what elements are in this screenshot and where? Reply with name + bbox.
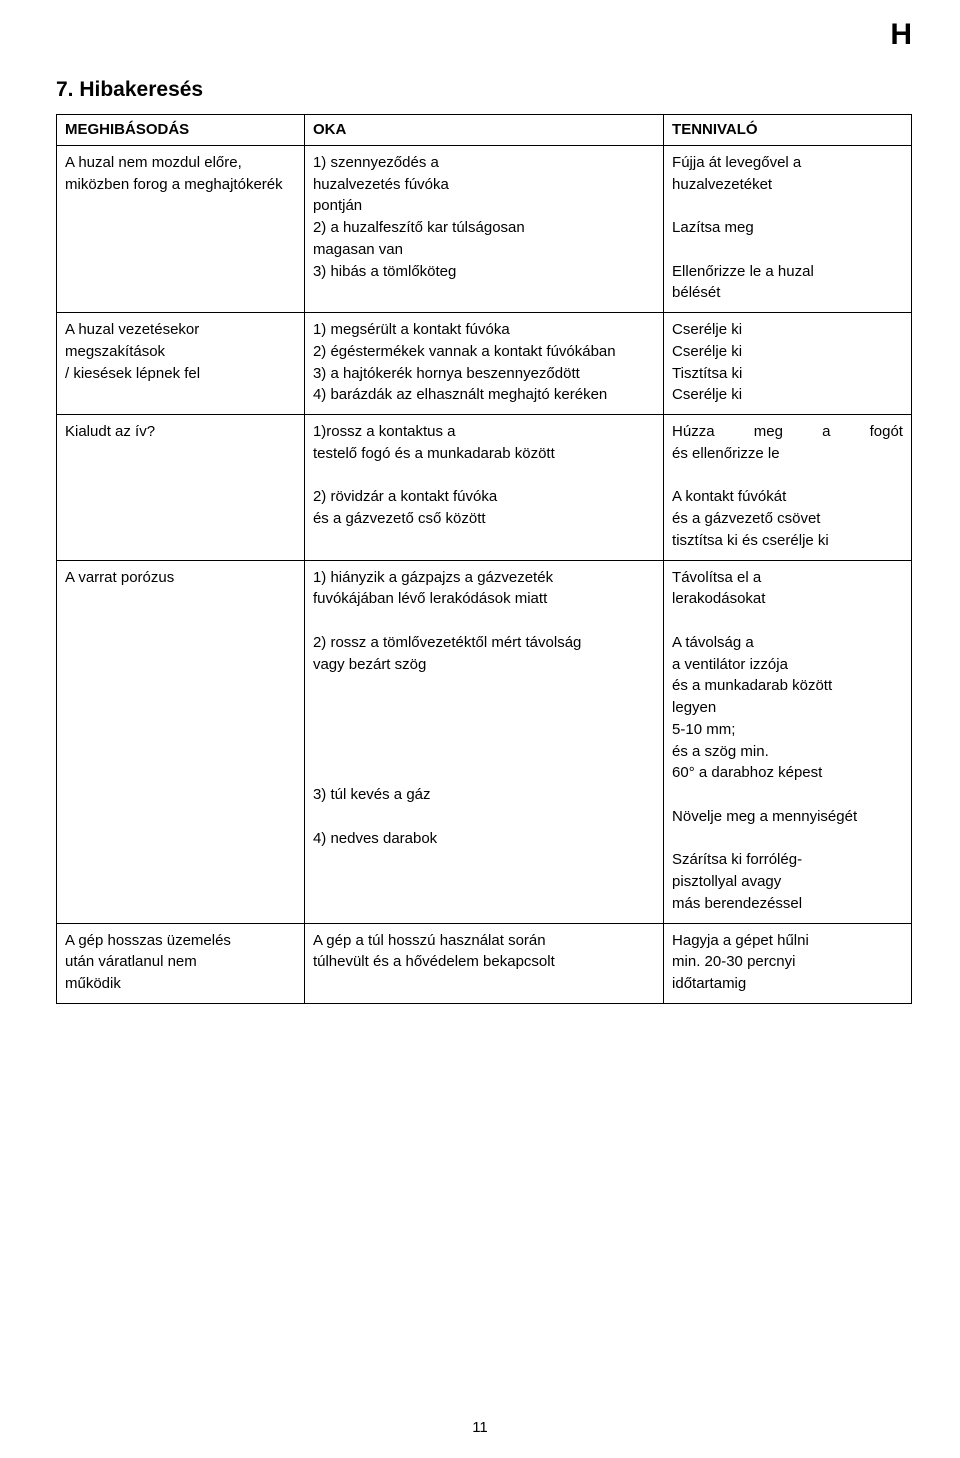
- text: és ellenőrizze le: [672, 445, 780, 462]
- cell-cause: 1) megsérült a kontakt fúvóka 2) égéster…: [304, 313, 663, 415]
- text: miközben forog a meghajtókerék: [65, 176, 283, 193]
- corner-letter: H: [890, 18, 912, 52]
- text: 1) szennyeződés a: [313, 154, 439, 171]
- text: A kontakt fúvókát: [672, 488, 786, 505]
- text: és a gázvezető cső között: [313, 510, 486, 527]
- cell-action: Fújja át levegővel a huzalvezetéket Lazí…: [664, 145, 912, 312]
- table-row: A huzal vezetésekor megszakítások / kies…: [57, 313, 912, 415]
- text: tisztítsa ki és cserélje ki: [672, 532, 829, 549]
- table-row: Kialudt az ív? 1)rossz a kontaktus a tes…: [57, 415, 912, 561]
- cell-malfunction: A gép hosszas üzemelés után váratlanul n…: [57, 923, 305, 1003]
- text: Kialudt az ív?: [65, 423, 155, 440]
- text: időtartamig: [672, 975, 746, 992]
- text: testelő fogó és a munkadarab között: [313, 445, 555, 462]
- page: H 7. Hibakeresés MEGHIBÁSODÁS OKA TENNIV…: [0, 0, 960, 1458]
- text: fogót: [870, 421, 903, 443]
- text: 5-10 mm;: [672, 721, 735, 738]
- cell-action: Távolítsa el a lerakodásokat A távolság …: [664, 560, 912, 923]
- text: 1)rossz a kontaktus a: [313, 423, 456, 440]
- cell-cause: 1)rossz a kontaktus a testelő fogó és a …: [304, 415, 663, 561]
- text: 3) hibás a tömlőköteg: [313, 263, 456, 280]
- text: legyen: [672, 699, 716, 716]
- header-cause: OKA: [304, 115, 663, 146]
- text: más berendezéssel: [672, 895, 802, 912]
- text: magasan van: [313, 241, 403, 258]
- text: Hagyja a gépet hűlni: [672, 932, 809, 949]
- cell-malfunction: A huzal vezetésekor megszakítások / kies…: [57, 313, 305, 415]
- text: Lazítsa meg: [672, 219, 754, 236]
- cell-action: Hagyja a gépet hűlni min. 20-30 percnyi …: [664, 923, 912, 1003]
- text: pisztollyal avagy: [672, 873, 781, 890]
- text: vagy bezárt szög: [313, 656, 426, 673]
- text: 1) hiányzik a gázpajzs a gázvezeték: [313, 569, 553, 586]
- header-malfunction: MEGHIBÁSODÁS: [57, 115, 305, 146]
- header-row: MEGHIBÁSODÁS OKA TENNIVALÓ: [57, 115, 912, 146]
- text: Cserélje ki: [672, 321, 742, 338]
- cell-action: Cserélje ki Cserélje ki Tisztítsa ki Cse…: [664, 313, 912, 415]
- text: A távolság a: [672, 634, 754, 651]
- text: Húzza: [672, 421, 715, 443]
- cell-cause: 1) hiányzik a gázpajzs a gázvezeték fuvó…: [304, 560, 663, 923]
- text: Ellenőrizze le a huzal: [672, 263, 814, 280]
- text: A huzal vezetésekor megszakítások: [65, 321, 199, 360]
- text: 3) túl kevés a gáz: [313, 786, 431, 803]
- cell-malfunction: Kialudt az ív?: [57, 415, 305, 561]
- text: a: [822, 421, 830, 443]
- text: 2) rövidzár a kontakt fúvóka: [313, 488, 497, 505]
- text: és a gázvezető csövet: [672, 510, 820, 527]
- text: Fújja át levegővel a: [672, 154, 801, 171]
- table-row: A gép hosszas üzemelés után váratlanul n…: [57, 923, 912, 1003]
- text: 1) megsérült a kontakt fúvóka: [313, 321, 510, 338]
- text: és a munkadarab között: [672, 677, 832, 694]
- justified-line: Húzza meg a fogót: [672, 421, 903, 443]
- text: A gép hosszas üzemelés: [65, 932, 231, 949]
- text: 60° a darabhoz képest: [672, 764, 822, 781]
- text: lerakodásokat: [672, 590, 765, 607]
- text: Távolítsa el a: [672, 569, 761, 586]
- text: 2) rossz a tömlővezetéktől mért távolság: [313, 634, 581, 651]
- text: huzalvezetés fúvóka: [313, 176, 449, 193]
- troubleshoot-table: MEGHIBÁSODÁS OKA TENNIVALÓ A huzal nem m…: [56, 114, 912, 1004]
- page-number: 11: [0, 1419, 960, 1436]
- text: 3) a hajtókerék hornya beszennyeződött: [313, 365, 580, 382]
- text: min. 20-30 percnyi: [672, 953, 795, 970]
- table-row: A varrat porózus 1) hiányzik a gázpajzs …: [57, 560, 912, 923]
- text: 2) a huzalfeszítő kar túlságosan: [313, 219, 525, 236]
- text: Tisztítsa ki: [672, 365, 742, 382]
- cell-action: Húzza meg a fogót és ellenőrizze le A ko…: [664, 415, 912, 561]
- cell-malfunction: A varrat porózus: [57, 560, 305, 923]
- text: A huzal nem mozdul előre,: [65, 154, 242, 171]
- text: a ventilátor izzója: [672, 656, 788, 673]
- text: 4) barázdák az elhasznált meghajtó kerék…: [313, 386, 607, 403]
- text: meg: [754, 421, 783, 443]
- text: A gép a túl hosszú használat során: [313, 932, 546, 949]
- text: után váratlanul nem: [65, 953, 197, 970]
- text: Cserélje ki: [672, 343, 742, 360]
- text: működik: [65, 975, 121, 992]
- text: 2) égéstermékek vannak a kontakt fúvókáb…: [313, 343, 616, 360]
- cell-cause: A gép a túl hosszú használat során túlhe…: [304, 923, 663, 1003]
- section-title: 7. Hibakeresés: [56, 78, 912, 102]
- header-action: TENNIVALÓ: [664, 115, 912, 146]
- text: / kiesések lépnek fel: [65, 365, 200, 382]
- text: huzalvezetéket: [672, 176, 772, 193]
- text: és a szög min.: [672, 743, 769, 760]
- text: túlhevült és a hővédelem bekapcsolt: [313, 953, 555, 970]
- text: pontján: [313, 197, 362, 214]
- text: fuvókájában lévő lerakódások miatt: [313, 590, 547, 607]
- text: Szárítsa ki forrólég-: [672, 851, 802, 868]
- text: 4) nedves darabok: [313, 830, 437, 847]
- text: A varrat porózus: [65, 569, 174, 586]
- cell-cause: 1) szennyeződés a huzalvezetés fúvóka po…: [304, 145, 663, 312]
- cell-malfunction: A huzal nem mozdul előre, miközben forog…: [57, 145, 305, 312]
- text: bélését: [672, 284, 720, 301]
- text: Cserélje ki: [672, 386, 742, 403]
- text: Növelje meg a mennyiségét: [672, 808, 857, 825]
- table-row: A huzal nem mozdul előre, miközben forog…: [57, 145, 912, 312]
